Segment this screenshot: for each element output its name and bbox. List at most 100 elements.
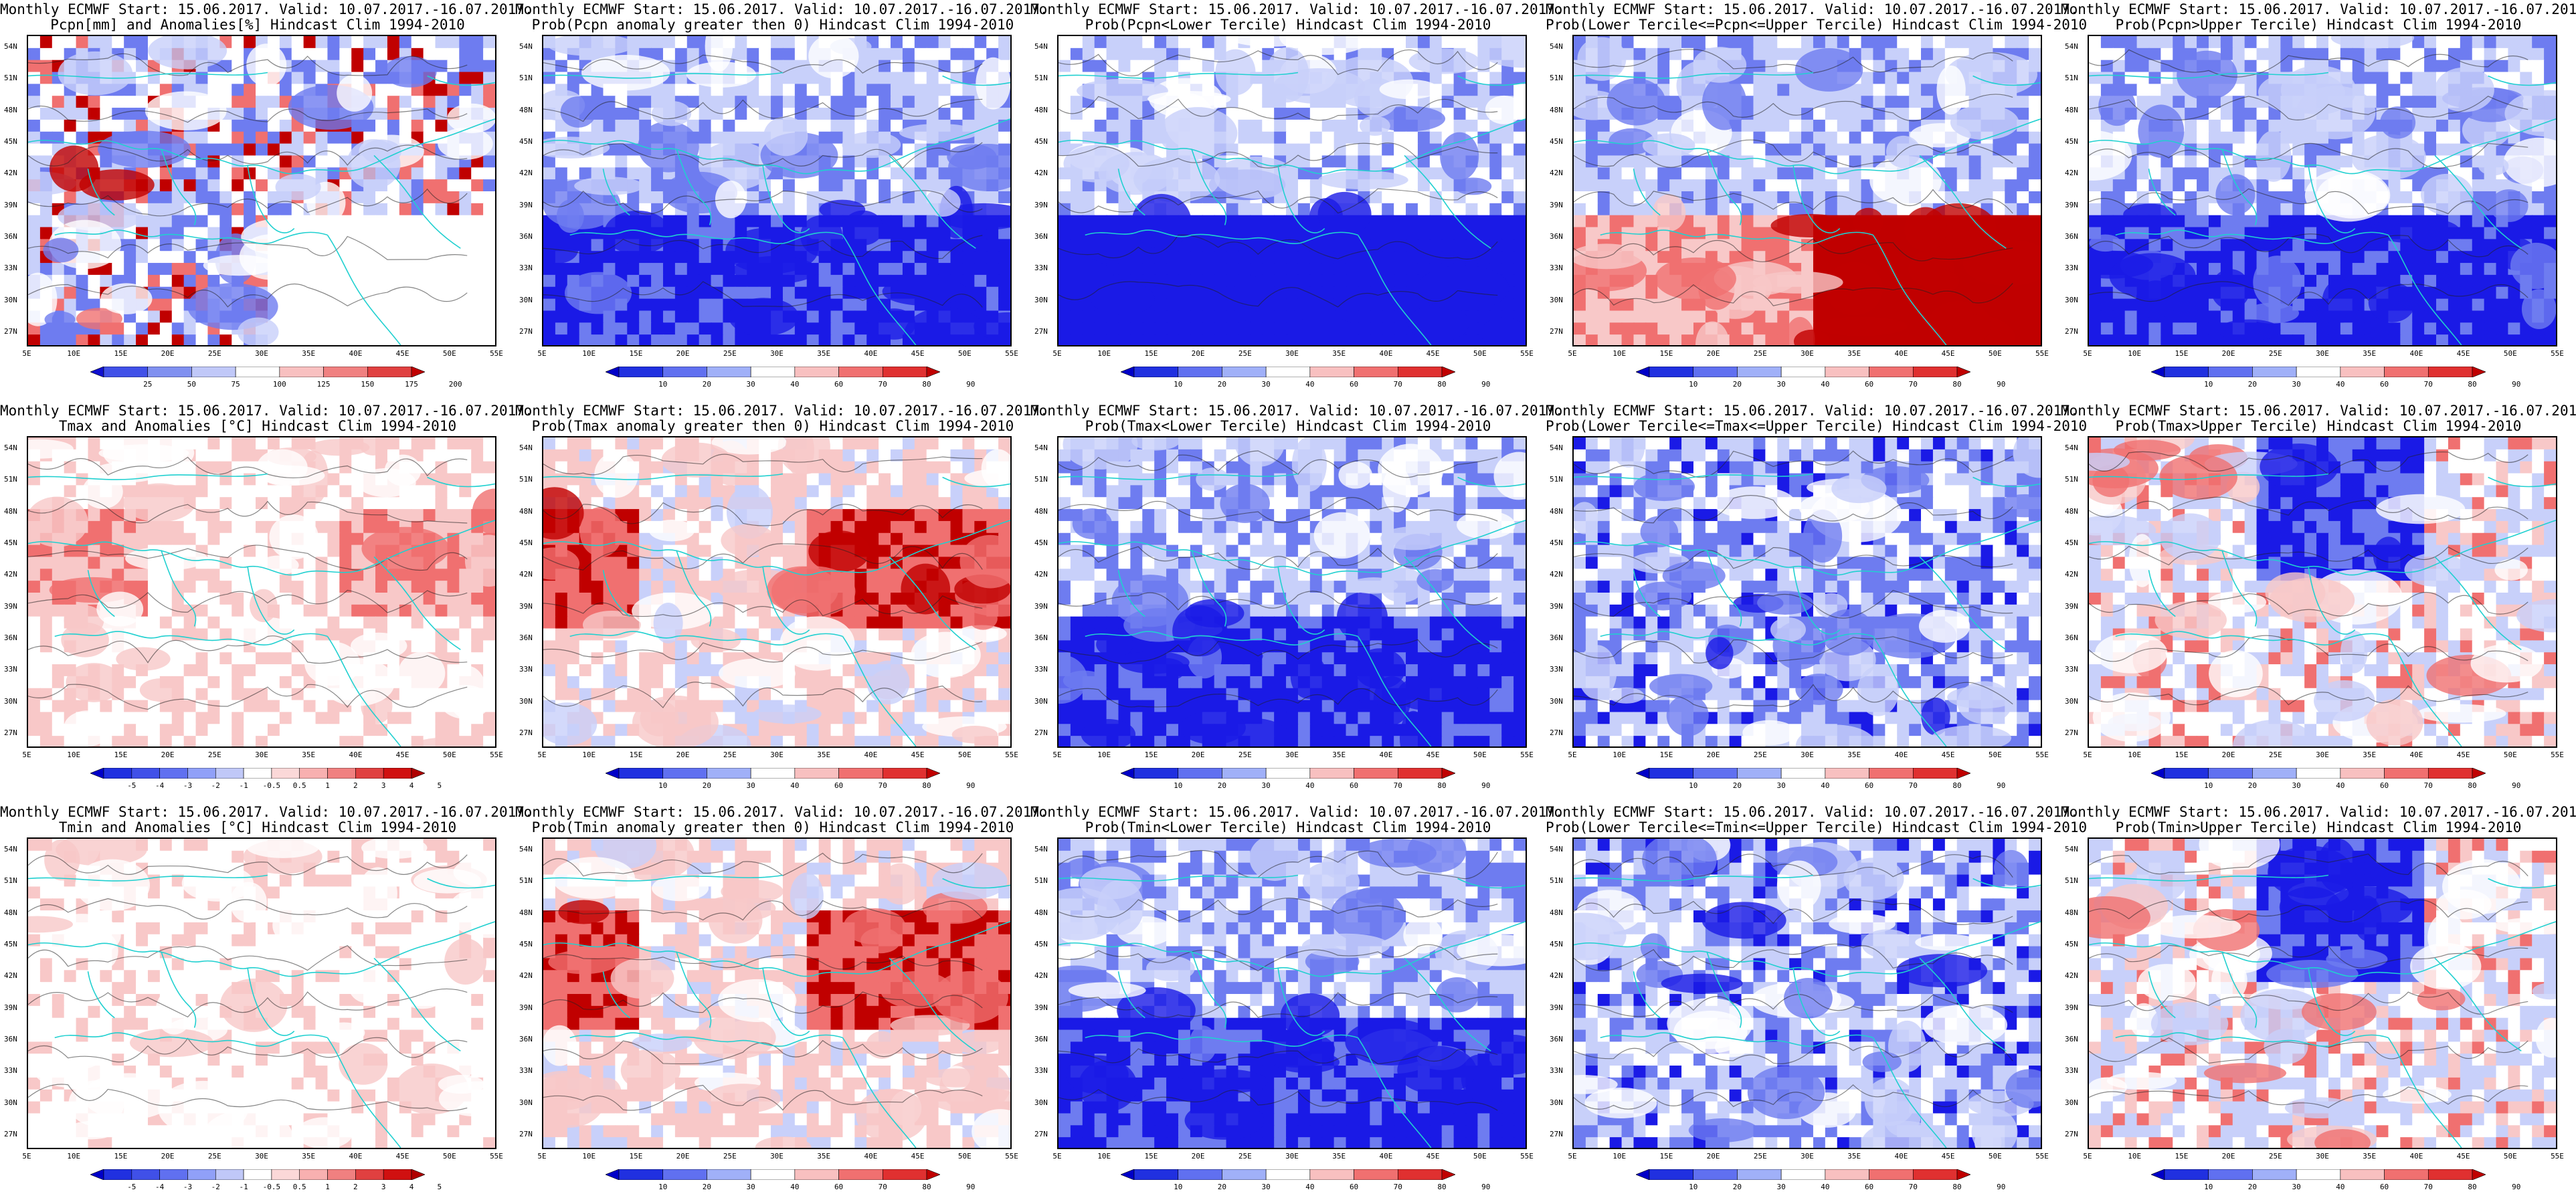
colorbar-tick-label: 60 [2379, 781, 2389, 790]
colorbar-tick-label: 20 [702, 781, 712, 790]
map-area [1572, 837, 2042, 1149]
longitude-tick-label: 25E [207, 1152, 221, 1161]
colorbar-segment [1265, 367, 1311, 377]
panel-title-line2: Prob(Pcpn<Lower Tercile) Hindcast Clim 1… [1085, 17, 1491, 33]
longitude-tick-label: 30E [2316, 349, 2329, 358]
longitude-tick-label: 35E [2363, 750, 2377, 759]
colorbar-tick-label: 5 [437, 781, 442, 790]
colorbar-tick-label: -1 [239, 781, 248, 790]
colorbar-segment [1397, 367, 1443, 377]
latitude-tick-label: 39N [1550, 1003, 1563, 1012]
longitude-tick-label: 45E [2456, 750, 2470, 759]
colorbar-tick-label: 25 [143, 380, 153, 389]
map-panel-p22: Monthly ECMWF Start: 15.06.2017. Valid: … [515, 401, 1048, 803]
colorbar-segment [2208, 367, 2253, 377]
longitude-tick-label: 5E [2083, 750, 2092, 759]
colorbar-tick-label: 175 [405, 380, 418, 389]
colorbar-segment [1265, 1169, 1311, 1180]
panel-title-line2: Prob(Tmax>Upper Tercile) Hindcast Clim 1… [2115, 418, 2522, 434]
latitude-tick-label: 33N [2065, 1066, 2078, 1076]
longitude-tick-label: 30E [2316, 750, 2329, 759]
colorbar-tick-label: 10 [1174, 1183, 1183, 1191]
latitude-tick-label: 30N [519, 1098, 533, 1107]
latitude-tick-label: 51N [4, 475, 17, 484]
colorbar-tick-label: 40 [1821, 1183, 1830, 1191]
colorbar-tick-label: 30 [1776, 781, 1786, 790]
longitude-tick-label: 30E [255, 1152, 268, 1161]
colorbar-tick-label: 60 [2379, 1183, 2389, 1191]
colorbar-tick-label: 60 [1864, 781, 1874, 790]
colorbar-tick-label: 90 [2512, 380, 2521, 389]
colorbar-segment [1693, 1169, 1738, 1180]
colorbar-segment [662, 768, 707, 779]
latitude-tick-label: 42N [2065, 971, 2078, 981]
colorbar-tick-label: 20 [1217, 1183, 1227, 1191]
colorbar [1121, 367, 1455, 377]
field-map [543, 437, 1010, 746]
longitude-tick-label: 35E [1847, 349, 1861, 358]
colorbar-segment [750, 367, 796, 377]
colorbar-segment [299, 768, 328, 779]
latitude-tick-label: 54N [4, 42, 17, 51]
latitude-tick-label: 48N [4, 908, 17, 917]
colorbar-tick-label: 90 [1481, 781, 1491, 790]
colorbar-segment [103, 768, 132, 779]
longitude-tick-label: 35E [817, 1152, 831, 1161]
longitude-tick-label: 5E [22, 750, 31, 759]
longitude-tick-label: 5E [22, 349, 31, 358]
latitude-tick-label: 51N [1550, 475, 1563, 484]
longitude-tick-label: 50E [1988, 1152, 2002, 1161]
colorbar-tick-label: 20 [2247, 380, 2258, 389]
colorbar-tick-label: -2 [211, 781, 220, 790]
colorbar-tick-label: 70 [1908, 1183, 1918, 1191]
field-map [1059, 36, 1526, 345]
colorbar-segment [1178, 367, 1222, 377]
field-map [1059, 437, 1526, 746]
colorbar-tick-label: 125 [316, 380, 331, 389]
latitude-tick-label: 45N [1034, 137, 1048, 146]
map-area [542, 436, 1012, 748]
colorbar-tick-label: 90 [1997, 1183, 2006, 1191]
longitude-tick-label: 20E [1191, 349, 1205, 358]
longitude-tick-label: 20E [161, 750, 175, 759]
colorbar-tick-label: 70 [878, 380, 887, 389]
panel-title-line2: Tmax and Anomalies [°C] Hindcast Clim 19… [58, 418, 457, 434]
colorbar-segment [2427, 1169, 2473, 1180]
longitude-tick-label: 45E [1426, 349, 1440, 358]
longitude-tick-label: 25E [2268, 1152, 2282, 1161]
map-panel-p21: Monthly ECMWF Start: 15.06.2017. Valid: … [0, 401, 533, 803]
colorbar-min-arrow [90, 1169, 104, 1180]
latitude-tick-label: 42N [1034, 971, 1048, 981]
longitude-tick-label: 25E [723, 1152, 737, 1161]
colorbar-segment [1178, 1169, 1222, 1180]
colorbar-tick-label: 40 [2336, 1183, 2345, 1191]
panel-title-line2: Prob(Tmin anomaly greater then 0) Hindca… [531, 819, 1014, 835]
colorbar-segment [750, 1169, 796, 1180]
colorbar-segment [355, 1169, 384, 1180]
longitude-tick-label: 15E [1659, 750, 1673, 759]
colorbar-segment [131, 1169, 160, 1180]
map-area [27, 35, 496, 346]
longitude-tick-label: 45E [911, 750, 925, 759]
latitude-tick-label: 27N [2065, 1130, 2078, 1138]
colorbar-segment [1222, 367, 1267, 377]
colorbar-max-arrow [1441, 1169, 1455, 1180]
colorbar-tick-label: 70 [1908, 781, 1918, 790]
latitude-tick-label: 42N [2065, 169, 2078, 178]
colorbar-tick-label: 70 [1908, 380, 1918, 389]
latitude-tick-label: 33N [2065, 264, 2078, 273]
colorbar-segment [1912, 1169, 1958, 1180]
latitude-tick-label: 45N [1550, 137, 1563, 146]
longitude-tick-label: 45E [911, 1152, 925, 1161]
colorbar-segment [1825, 367, 1869, 377]
colorbar-tick-label: 20 [2247, 781, 2258, 790]
field-map [1574, 437, 2041, 746]
colorbar [90, 1169, 425, 1180]
longitude-tick-label: 20E [676, 349, 690, 358]
colorbar-max-arrow [1956, 1169, 1970, 1180]
colorbar-segment [2208, 1169, 2253, 1180]
colorbar-segment [1825, 768, 1869, 779]
colorbar-segment [1265, 768, 1311, 779]
latitude-tick-label: 54N [1550, 845, 1563, 854]
longitude-tick-label: 50E [1988, 349, 2002, 358]
